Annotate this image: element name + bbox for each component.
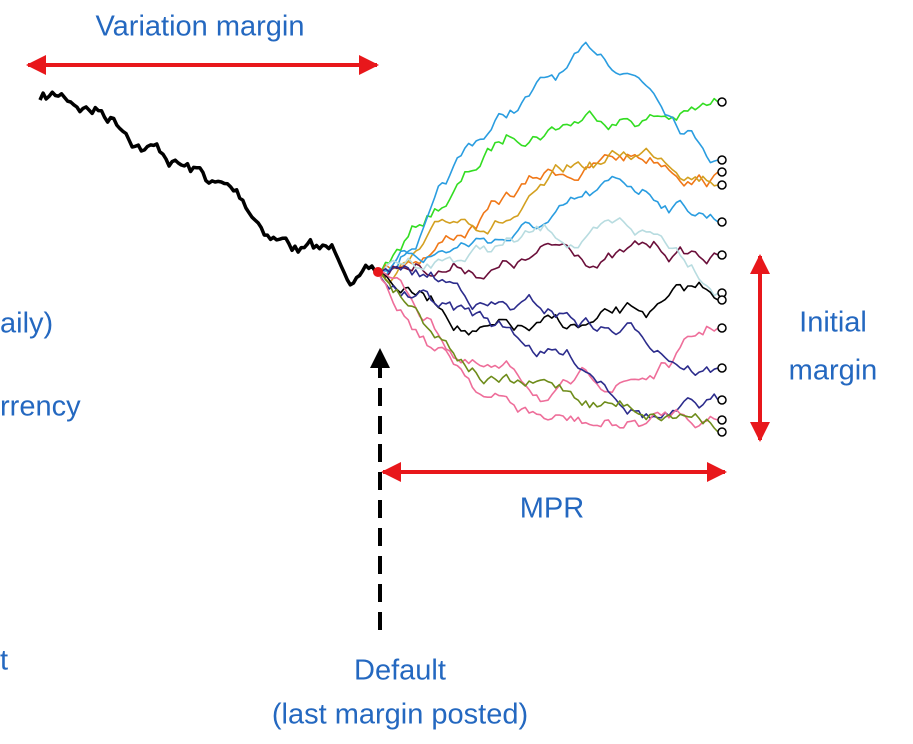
path-endpoint [717,295,727,305]
initial-margin-label: Initial [799,307,867,339]
path-endpoint [717,323,727,333]
simulated-path [377,41,719,273]
mpr-label: MPR [520,493,584,525]
simulated-path [377,153,719,274]
cut-label: rrency [0,391,81,423]
path-endpoint [717,180,727,190]
path-endpoint [717,250,727,260]
simulated-path [377,271,719,336]
simulated-path [377,97,719,273]
path-endpoint [717,217,727,227]
path-endpoint [717,427,727,437]
simulated-path [377,271,719,433]
path-endpoint [717,415,727,425]
simulated-path [377,217,719,297]
initial-margin-label: margin [789,355,878,387]
simulated-path [377,270,719,403]
simulated-path [377,264,719,377]
default-point [373,267,383,277]
simulated-paths [38,41,727,437]
path-endpoint [717,395,727,405]
simulated-path [377,271,719,419]
history-path [38,90,379,287]
simulated-path [377,271,719,429]
simulated-path [377,175,719,278]
path-endpoint [717,363,727,373]
cut-label: t [0,645,8,677]
simulated-path [377,147,719,284]
default-label: Default [354,655,446,687]
variation-margin-label: Variation margin [95,11,304,43]
cut-label: aily) [0,308,53,340]
path-endpoint [717,167,727,177]
default-label: (last margin posted) [272,699,528,731]
simulated-path [378,240,719,280]
path-endpoint [717,97,727,107]
path-endpoint [717,155,727,165]
